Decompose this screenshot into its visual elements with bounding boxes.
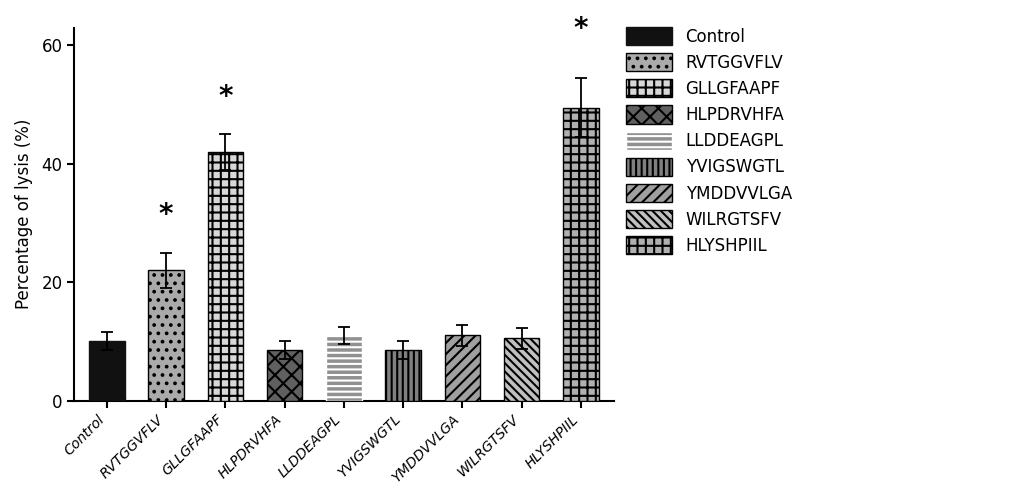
Text: *: * [573,14,588,42]
Bar [267,350,302,401]
Bar [148,270,183,400]
Legend: Control, RVTGGVFLV, GLLGFAAPF, HLPDRVHFA, LLDDEAGPL, YVIGSWGTL, YMDDVVLGA, WILRG: Control, RVTGGVFLV, GLLGFAAPF, HLPDRVHFA… [619,20,798,262]
Bar [326,336,362,400]
Text: *: * [159,201,173,229]
Bar [208,152,243,400]
Bar [562,108,598,401]
Y-axis label: Percentage of lysis (%): Percentage of lysis (%) [15,119,33,310]
Bar [503,338,539,400]
Text: *: * [218,82,232,110]
Bar [444,336,480,400]
Bar [385,350,421,401]
Bar [89,342,124,400]
